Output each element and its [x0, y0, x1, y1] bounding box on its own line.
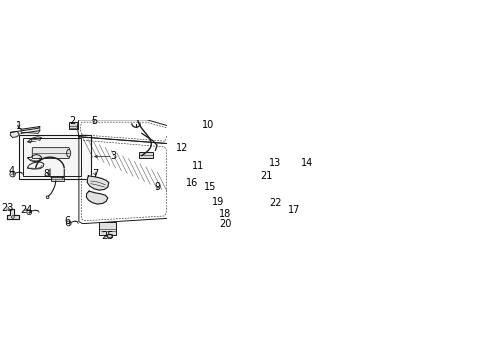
Circle shape — [249, 160, 252, 164]
Circle shape — [27, 210, 32, 215]
Bar — [23, 138, 81, 176]
Polygon shape — [261, 184, 282, 194]
Text: 9: 9 — [154, 182, 160, 192]
Circle shape — [222, 213, 227, 219]
FancyBboxPatch shape — [205, 185, 213, 190]
Text: 21: 21 — [260, 171, 272, 181]
Polygon shape — [87, 176, 108, 190]
Circle shape — [248, 145, 251, 148]
Circle shape — [177, 147, 184, 154]
Circle shape — [275, 162, 281, 168]
Text: 2: 2 — [69, 116, 75, 126]
Polygon shape — [235, 157, 256, 167]
Polygon shape — [218, 202, 224, 207]
Bar — [99, 222, 116, 235]
Polygon shape — [242, 210, 259, 220]
Bar — [107, 234, 112, 237]
Circle shape — [245, 224, 249, 227]
Text: 4: 4 — [9, 166, 15, 176]
Bar — [20, 135, 91, 179]
Text: 20: 20 — [219, 219, 231, 229]
Text: 12: 12 — [176, 143, 188, 153]
Bar — [139, 152, 153, 158]
Text: 24: 24 — [20, 205, 33, 215]
Text: 13: 13 — [269, 158, 281, 168]
Bar — [238, 187, 289, 231]
Text: 15: 15 — [203, 182, 216, 192]
Text: 1: 1 — [16, 121, 22, 131]
Circle shape — [239, 160, 243, 164]
Polygon shape — [235, 141, 255, 151]
Circle shape — [222, 223, 227, 229]
Circle shape — [189, 184, 192, 186]
Bar — [68, 122, 78, 129]
Circle shape — [223, 225, 226, 227]
Circle shape — [254, 198, 258, 201]
Text: 5: 5 — [91, 117, 97, 126]
Circle shape — [219, 202, 222, 206]
FancyBboxPatch shape — [32, 148, 69, 158]
Ellipse shape — [66, 149, 71, 157]
Bar — [51, 177, 64, 181]
Text: 16: 16 — [186, 177, 198, 188]
Circle shape — [239, 145, 242, 148]
Circle shape — [10, 171, 15, 177]
Text: 14: 14 — [300, 158, 312, 168]
Text: 22: 22 — [268, 198, 281, 208]
Polygon shape — [240, 194, 261, 204]
Text: 7: 7 — [92, 169, 98, 179]
Text: 8: 8 — [44, 169, 50, 179]
Polygon shape — [86, 191, 107, 204]
Text: 17: 17 — [287, 204, 299, 215]
Bar — [231, 135, 274, 177]
Polygon shape — [202, 130, 225, 150]
Circle shape — [275, 202, 281, 208]
Polygon shape — [7, 209, 20, 219]
Polygon shape — [21, 127, 40, 133]
Circle shape — [268, 176, 272, 180]
Polygon shape — [10, 131, 20, 138]
Circle shape — [66, 221, 71, 226]
Text: 3: 3 — [110, 152, 116, 162]
Text: 25: 25 — [101, 231, 113, 241]
Circle shape — [243, 198, 246, 201]
Text: 6: 6 — [64, 216, 70, 226]
Text: 23: 23 — [1, 203, 14, 213]
Text: 11: 11 — [192, 161, 204, 171]
Circle shape — [12, 216, 14, 219]
Circle shape — [46, 196, 49, 199]
Circle shape — [179, 149, 182, 152]
Text: 19: 19 — [212, 197, 224, 207]
Text: 18: 18 — [219, 208, 231, 219]
Circle shape — [191, 164, 197, 170]
Circle shape — [187, 182, 194, 188]
Text: 10: 10 — [202, 120, 214, 130]
Polygon shape — [212, 186, 215, 189]
